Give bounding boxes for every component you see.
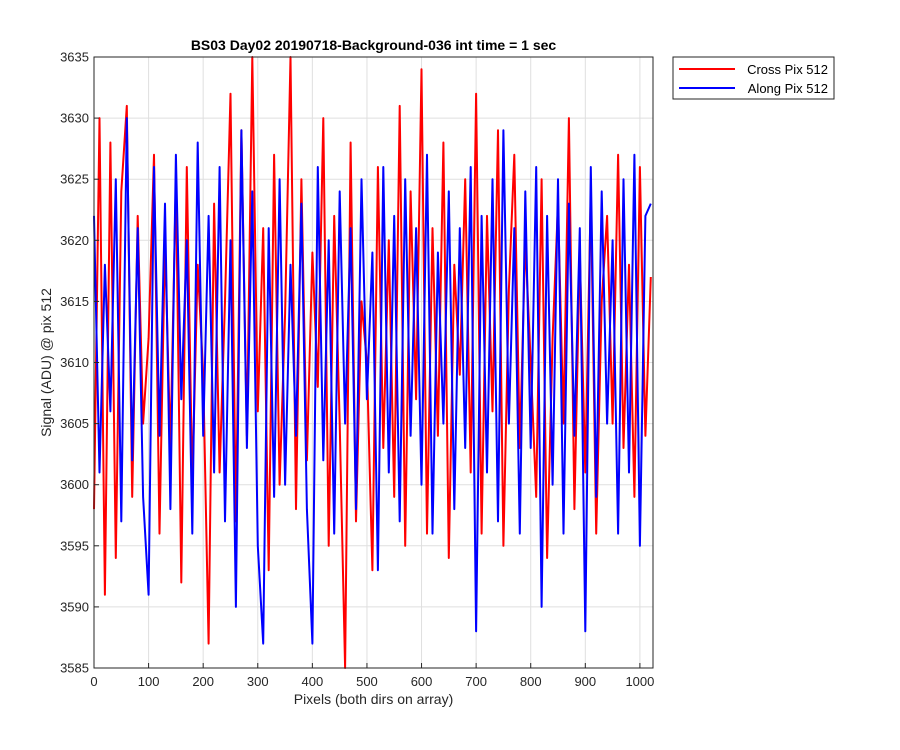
x-tick-label: 900 (574, 674, 596, 689)
legend-label-cross: Cross Pix 512 (747, 62, 828, 77)
x-tick-label: 600 (411, 674, 433, 689)
y-tick-label: 3615 (60, 294, 89, 309)
axis-ticks: 0 100 200 300 400 500 600 700 800 900 1000 3585 3590… (60, 50, 654, 690)
legend-box (672, 56, 835, 100)
y-tick-label: 3585 (60, 661, 89, 676)
y-tick-label: 3630 (60, 111, 89, 126)
x-tick-label: 200 (192, 674, 214, 689)
x-tick-label: 0 (90, 674, 97, 689)
y-tick-label: 3620 (60, 233, 89, 248)
y-tick-label: 3625 (60, 172, 89, 187)
chart-title: BS03 Day02 20190718-Background-036 int t… (191, 37, 557, 53)
series-line-1 (93, 117, 652, 645)
x-tick-label: 700 (465, 674, 487, 689)
y-tick-label: 3635 (60, 50, 89, 65)
x-tick-label: 300 (247, 674, 269, 689)
y-tick-label: 3600 (60, 477, 89, 492)
series-layer (93, 56, 652, 669)
legend-label-along: Along Pix 512 (748, 81, 828, 96)
x-axis-label: Pixels (both dirs on array) (294, 691, 454, 707)
y-tick-label: 3605 (60, 416, 89, 431)
x-tick-label: 800 (520, 674, 542, 689)
y-axis-label: Signal (ADU) @ pix 512 (38, 288, 54, 437)
x-tick-label: 400 (302, 674, 324, 689)
y-tick-label: 3610 (60, 355, 89, 370)
x-tick-label: 1000 (625, 674, 654, 689)
x-tick-label: 100 (138, 674, 160, 689)
y-tick-label: 3595 (60, 538, 89, 553)
legend: Cross Pix 512 Along Pix 512 (672, 56, 835, 100)
x-tick-label: 500 (356, 674, 378, 689)
y-tick-label: 3590 (60, 599, 89, 614)
